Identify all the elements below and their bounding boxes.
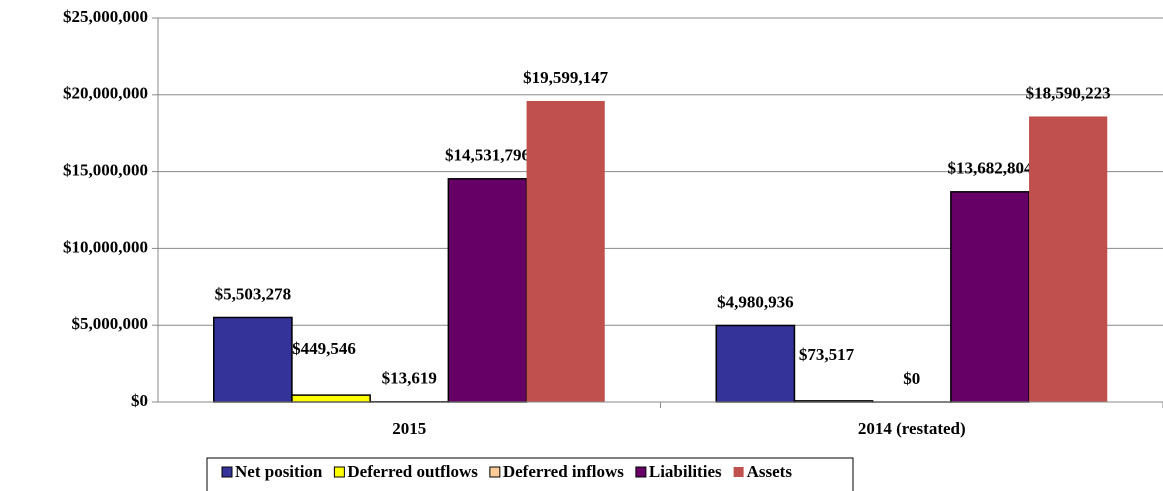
x-tick-label: 2015	[392, 419, 426, 438]
data-label: $13,682,804	[947, 159, 1033, 178]
legend-label: Deferred outflows	[347, 462, 478, 481]
bar	[1029, 116, 1108, 403]
y-tick-label: $15,000,000	[63, 161, 148, 180]
legend-swatch	[221, 466, 233, 478]
legend-swatch	[333, 466, 345, 478]
bar	[213, 316, 293, 403]
data-label: $13,619	[382, 369, 437, 388]
legend-box	[206, 457, 854, 491]
bar	[526, 100, 605, 403]
y-tick-label: $10,000,000	[63, 237, 148, 256]
data-label: $5,503,278	[215, 284, 292, 303]
bar	[950, 191, 1030, 403]
legend-swatch	[489, 466, 501, 478]
bar	[447, 178, 528, 403]
legend-swatch	[733, 467, 744, 477]
legend-label: Assets	[747, 462, 793, 481]
data-label: $14,531,796	[445, 146, 530, 165]
legend-label: Liabilities	[649, 462, 722, 481]
data-label: $0	[903, 369, 920, 388]
legend-label: Deferred inflows	[503, 462, 624, 481]
legend-label: Net position	[235, 462, 323, 481]
data-label: $18,590,223	[1026, 83, 1111, 102]
data-label: $19,599,147	[523, 68, 609, 87]
y-tick-label: $25,000,000	[63, 7, 148, 26]
bar	[715, 324, 796, 403]
data-label: $449,546	[292, 339, 356, 358]
y-tick-label: $20,000,000	[63, 84, 148, 103]
legend-swatch	[635, 466, 647, 478]
data-label: $4,980,936	[717, 292, 794, 311]
y-tick-label: $5,000,000	[72, 314, 149, 333]
x-tick-label: 2014 (restated)	[858, 419, 966, 438]
y-tick-label: $0	[131, 391, 148, 410]
data-label: $73,517	[799, 345, 855, 364]
bar	[291, 394, 371, 403]
legend: Net position Deferred outflows Deferred in…	[206, 457, 854, 491]
